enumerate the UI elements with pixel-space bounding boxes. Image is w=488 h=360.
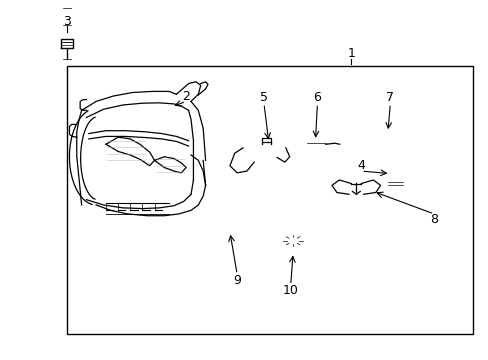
Text: 10: 10: [282, 284, 298, 297]
Text: 5: 5: [260, 91, 267, 104]
Text: 7: 7: [386, 91, 393, 104]
Text: 2: 2: [182, 90, 190, 103]
Text: 9: 9: [233, 274, 241, 287]
Text: 8: 8: [429, 213, 437, 226]
Text: 1: 1: [347, 47, 355, 60]
Text: 3: 3: [63, 14, 71, 27]
Text: 6: 6: [313, 91, 321, 104]
Text: 4: 4: [357, 159, 365, 172]
Bar: [67, 66, 472, 334]
